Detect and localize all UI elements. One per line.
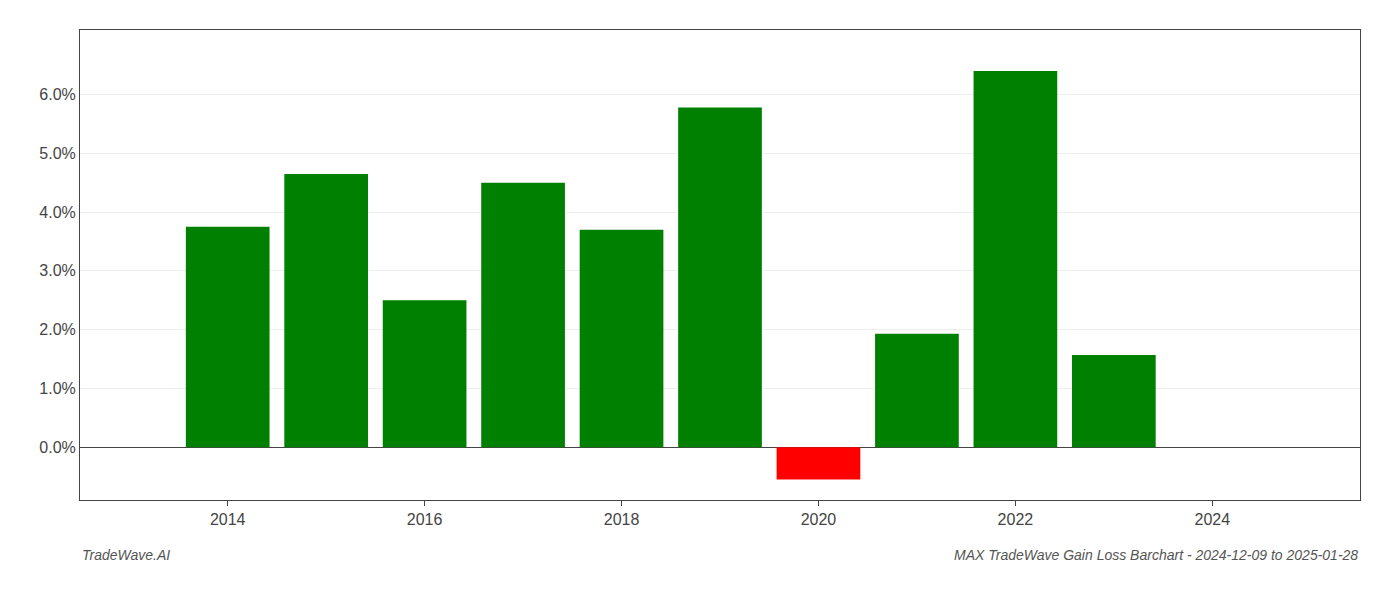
svg-text:MAX TradeWave Gain Loss Barcha: MAX TradeWave Gain Loss Barchart - 2024-… [954,547,1358,563]
svg-text:2.0%: 2.0% [39,321,75,338]
svg-text:0.0%: 0.0% [39,439,75,456]
svg-text:2022: 2022 [998,511,1034,528]
svg-text:2024: 2024 [1195,511,1231,528]
svg-text:2020: 2020 [801,511,837,528]
svg-text:2016: 2016 [407,511,443,528]
svg-text:2018: 2018 [604,511,640,528]
svg-text:5.0%: 5.0% [39,145,75,162]
svg-text:4.0%: 4.0% [39,204,75,221]
svg-text:1.0%: 1.0% [39,380,75,397]
svg-text:3.0%: 3.0% [39,262,75,279]
svg-text:TradeWave.AI: TradeWave.AI [82,547,170,563]
svg-text:2014: 2014 [210,511,246,528]
svg-text:6.0%: 6.0% [39,86,75,103]
